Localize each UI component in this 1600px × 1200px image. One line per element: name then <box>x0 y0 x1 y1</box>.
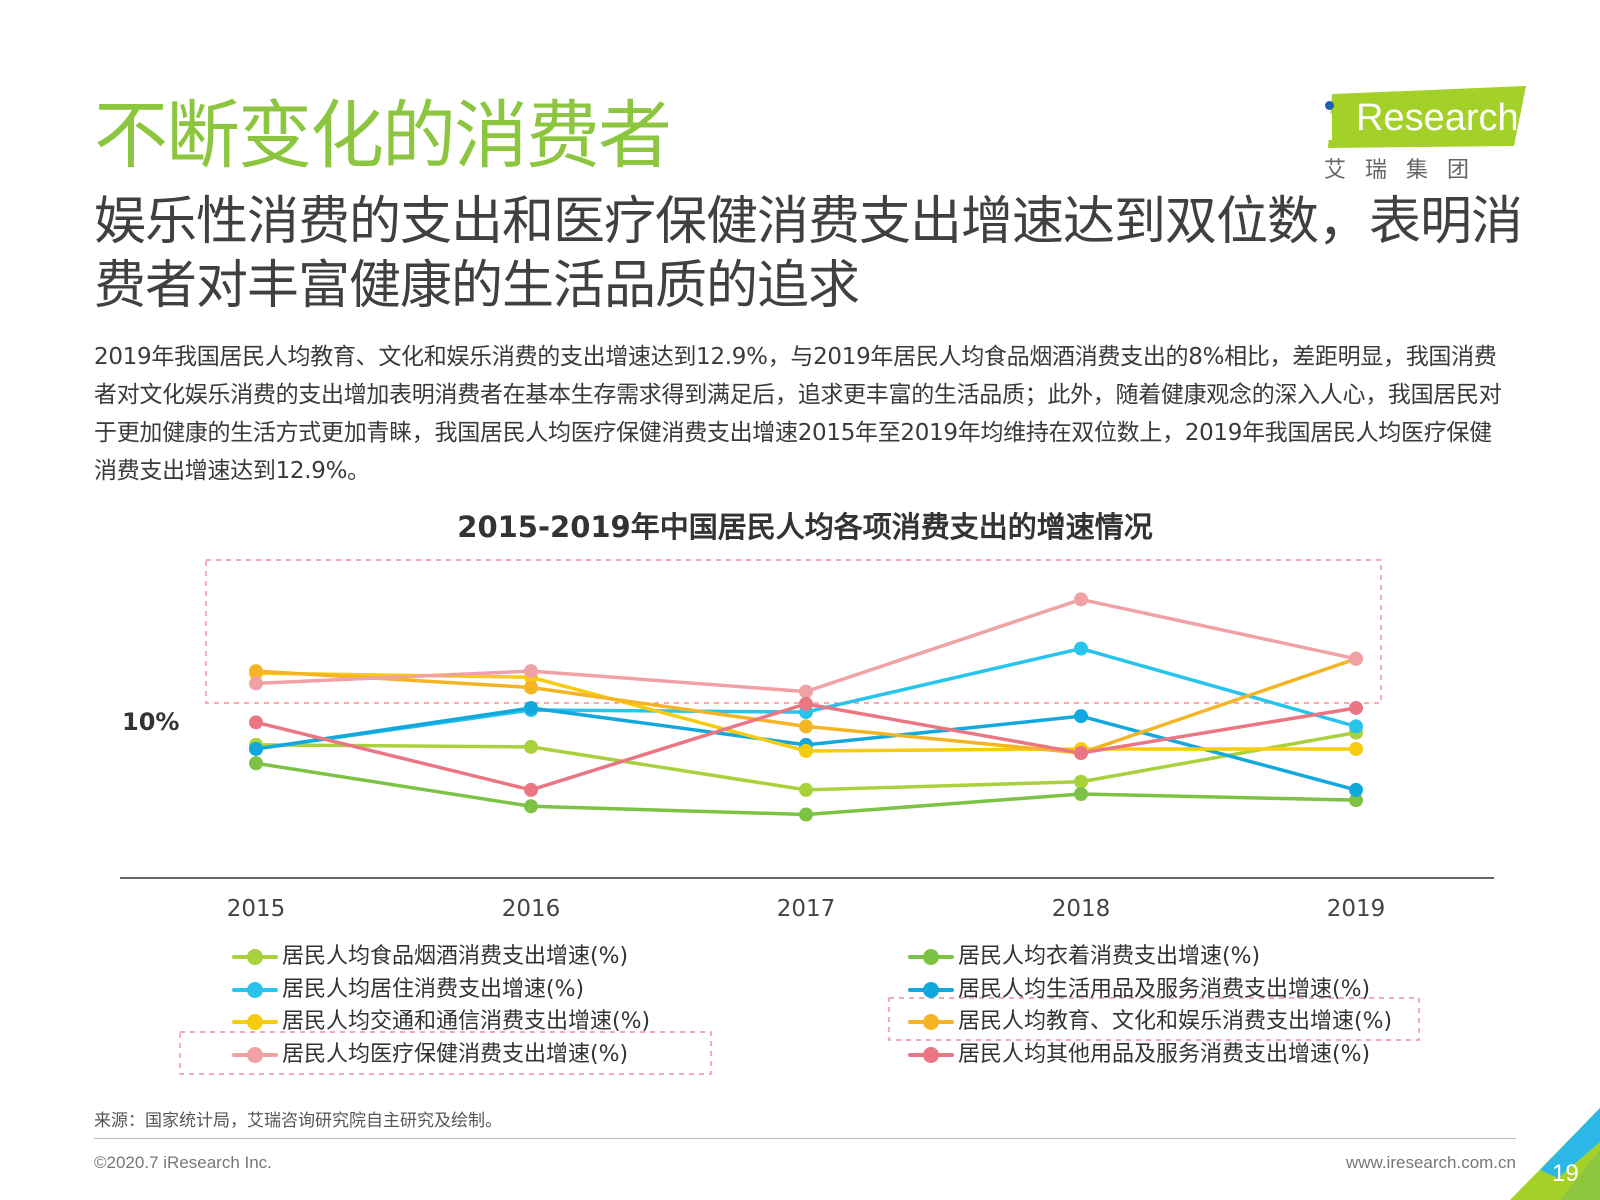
data-point-3-4[interactable] <box>1349 782 1363 797</box>
legend-label: 居民人均其他用品及服务消费支出增速(%) <box>958 1041 1371 1067</box>
data-point-2-3[interactable] <box>1074 641 1088 656</box>
x-tick-label: 2015 <box>226 896 286 922</box>
data-point-5-2[interactable] <box>799 719 813 734</box>
y-tick-label: 10% <box>122 708 180 737</box>
highlight-box-chart <box>205 559 1382 704</box>
data-point-5-1[interactable] <box>524 680 538 695</box>
data-point-3-1[interactable] <box>524 700 538 715</box>
data-point-7-3[interactable] <box>1074 746 1088 761</box>
data-point-1-1[interactable] <box>524 799 538 814</box>
body-paragraph: 2019年我国居民人均教育、文化和娱乐消费的支出增速达到12.9%，与2019年… <box>94 344 1502 484</box>
data-point-1-0[interactable] <box>249 756 263 771</box>
legend-swatch-dot <box>923 1014 939 1030</box>
legend-swatch <box>908 949 954 965</box>
legend-swatch <box>232 1046 278 1063</box>
legend-swatch <box>232 949 278 965</box>
legend-label: 居民人均交通和通信消费支出增速(%) <box>282 1009 651 1034</box>
legend-label: 居民人均居住消费支出增速(%) <box>282 976 585 1002</box>
legend-swatch-dot <box>247 1046 263 1063</box>
page-subtitle: 娱乐性消费的支出和医疗保健消费支出增速达到双位数，表明消费者对丰富健康的生活品质… <box>94 192 1523 316</box>
chart-title: 2015-2019年中国居民人均各项消费支出的增速情况 <box>457 510 1153 544</box>
x-tick-label: 2019 <box>1326 896 1386 922</box>
legend-swatch-dot <box>923 1046 939 1063</box>
logo-banner <box>1328 86 1526 148</box>
legend-label: 居民人均教育、文化和娱乐消费支出增速(%) <box>958 1009 1393 1034</box>
data-point-7-4[interactable] <box>1349 700 1363 715</box>
data-point-7-2[interactable] <box>799 696 813 711</box>
legend-swatch <box>232 981 278 998</box>
x-tick-label: 2017 <box>776 896 836 922</box>
data-point-1-3[interactable] <box>1074 787 1088 802</box>
legend-swatch <box>232 1014 278 1030</box>
data-point-1-4[interactable] <box>1349 793 1363 808</box>
website-link[interactable]: www.iresearch.com.cn <box>1345 1153 1516 1172</box>
data-point-7-0[interactable] <box>249 715 263 730</box>
footer-divider <box>94 1138 1516 1139</box>
data-point-6-3[interactable] <box>1074 592 1088 607</box>
highlight-box-legend-education <box>888 997 1420 1041</box>
data-point-7-1[interactable] <box>524 782 538 797</box>
logo-i-stem <box>1325 114 1332 140</box>
data-point-4-4[interactable] <box>1349 741 1363 756</box>
data-point-2-4[interactable] <box>1349 719 1363 734</box>
data-point-1-2[interactable] <box>799 807 813 822</box>
page-title: 不断变化的消费者 <box>94 93 672 179</box>
x-tick-label: 2016 <box>501 896 561 922</box>
highlight-box-legend-medical <box>179 1031 712 1075</box>
legend-swatch-dot <box>247 1014 263 1030</box>
data-point-0-3[interactable] <box>1074 774 1088 789</box>
legend-swatch-dot <box>923 949 939 965</box>
data-point-3-3[interactable] <box>1074 709 1088 724</box>
legend-swatch <box>908 1046 954 1063</box>
data-point-6-1[interactable] <box>524 664 538 679</box>
data-point-0-2[interactable] <box>799 782 813 797</box>
series-line-6 <box>255 597 1357 694</box>
legend-label: 居民人均衣着消费支出增速(%) <box>958 944 1261 969</box>
page-number: 19 <box>1552 1160 1579 1187</box>
data-point-6-0[interactable] <box>249 676 263 691</box>
data-point-3-0[interactable] <box>249 741 263 756</box>
legend-swatch <box>908 981 954 998</box>
legend-label: 居民人均食品烟酒消费支出增速(%) <box>282 944 629 969</box>
iresearch-logo: Research 艾瑞集团 <box>1318 86 1526 183</box>
legend-swatch-dot <box>247 981 263 998</box>
data-point-6-2[interactable] <box>799 684 813 699</box>
logo-chinese-text: 艾瑞集团 <box>1324 158 1489 183</box>
copyright: ©2020.7 iResearch Inc. <box>94 1153 272 1172</box>
logo-brand-text: Research <box>1356 97 1519 139</box>
legend-swatch-dot <box>923 981 939 998</box>
x-tick-label: 2018 <box>1051 896 1111 922</box>
data-point-4-2[interactable] <box>799 743 813 758</box>
data-point-6-4[interactable] <box>1349 651 1363 666</box>
legend-label: 居民人均生活用品及服务消费支出增速(%) <box>958 976 1371 1002</box>
data-point-0-1[interactable] <box>524 739 538 754</box>
source-note: 来源：国家统计局，艾瑞咨询研究院自主研究及绘制。 <box>94 1111 502 1131</box>
logo-dot <box>1325 101 1334 110</box>
legend-label: 居民人均医疗保健消费支出增速(%) <box>282 1041 629 1067</box>
legend-swatch-dot <box>247 949 263 965</box>
data-point-5-0[interactable] <box>249 664 263 679</box>
corner-decoration <box>1510 1108 1600 1200</box>
legend-swatch <box>908 1014 954 1030</box>
